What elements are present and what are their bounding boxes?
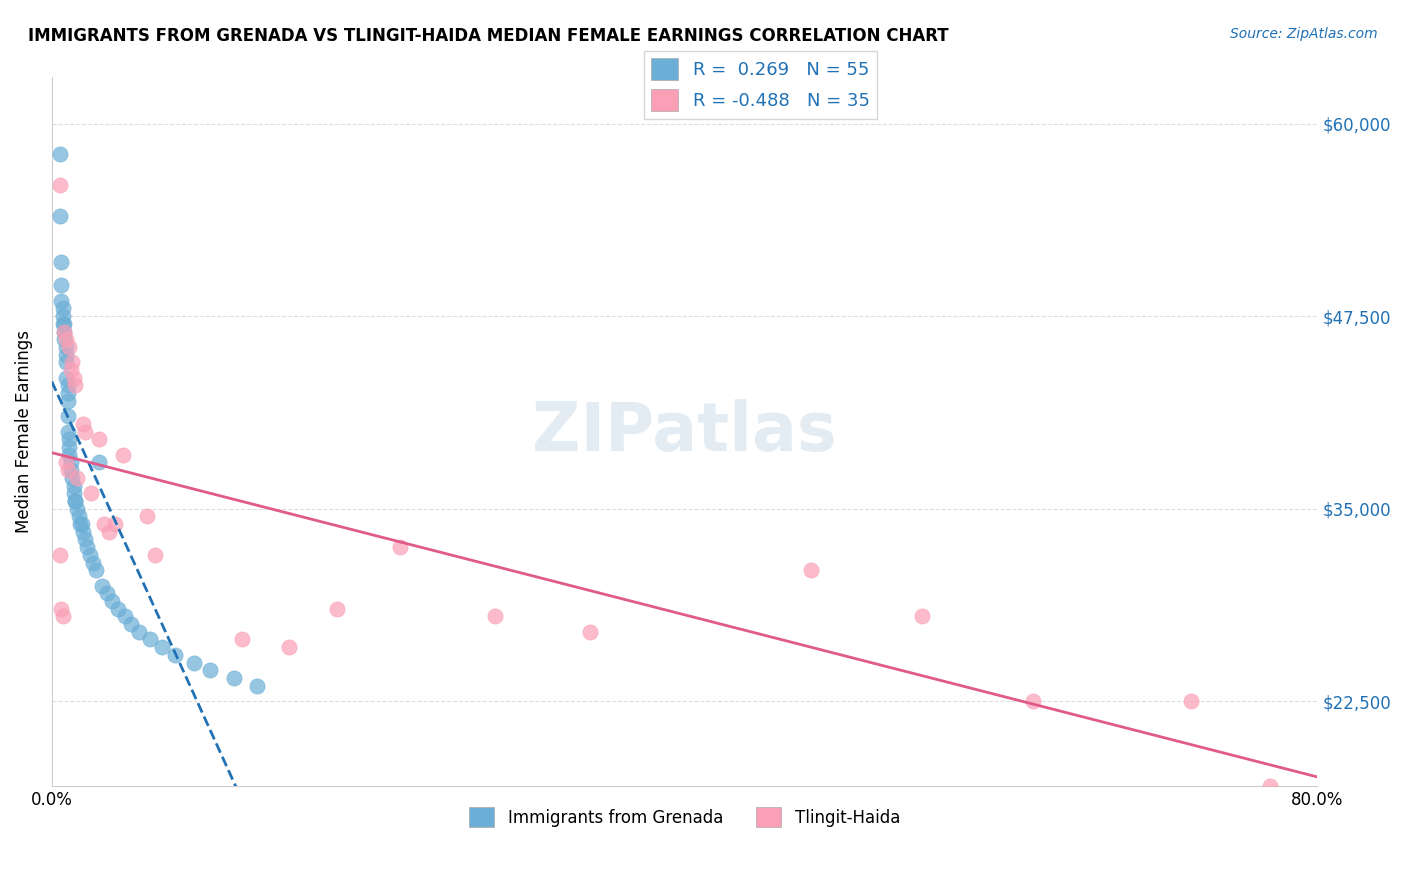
Point xyxy=(484,609,506,624)
Point xyxy=(72,524,94,539)
Point xyxy=(65,494,87,508)
Point xyxy=(84,563,107,577)
Point xyxy=(56,463,79,477)
Point xyxy=(69,516,91,531)
Point xyxy=(63,370,86,384)
Point xyxy=(67,509,90,524)
Point xyxy=(104,516,127,531)
Point xyxy=(911,609,934,624)
Point xyxy=(183,656,205,670)
Point xyxy=(56,386,79,401)
Point xyxy=(59,463,82,477)
Point xyxy=(246,679,269,693)
Point xyxy=(51,601,73,615)
Point xyxy=(51,293,73,308)
Point xyxy=(56,393,79,408)
Point xyxy=(65,378,87,392)
Point xyxy=(120,617,142,632)
Point xyxy=(91,579,114,593)
Point xyxy=(70,516,93,531)
Point xyxy=(128,624,150,639)
Point xyxy=(93,516,115,531)
Point xyxy=(55,332,77,346)
Point xyxy=(66,501,89,516)
Point xyxy=(63,486,86,500)
Point xyxy=(65,494,87,508)
Point xyxy=(73,533,96,547)
Point xyxy=(55,348,77,362)
Point xyxy=(58,433,80,447)
Point xyxy=(114,609,136,624)
Point xyxy=(231,632,253,647)
Point xyxy=(55,455,77,469)
Point xyxy=(58,340,80,354)
Point xyxy=(53,325,76,339)
Point xyxy=(1258,779,1281,793)
Point xyxy=(48,147,70,161)
Point xyxy=(53,325,76,339)
Point xyxy=(63,478,86,492)
Point xyxy=(73,425,96,439)
Point xyxy=(56,378,79,392)
Point xyxy=(107,601,129,615)
Point xyxy=(60,471,83,485)
Point xyxy=(89,455,111,469)
Point xyxy=(198,663,221,677)
Point xyxy=(222,671,245,685)
Point xyxy=(139,632,162,647)
Point xyxy=(59,455,82,469)
Point xyxy=(388,540,411,554)
Point xyxy=(72,417,94,431)
Point xyxy=(278,640,301,655)
Point xyxy=(97,524,120,539)
Point xyxy=(52,301,75,316)
Point xyxy=(55,340,77,354)
Point xyxy=(578,624,600,639)
Point xyxy=(56,409,79,424)
Point xyxy=(58,440,80,454)
Point xyxy=(82,556,104,570)
Legend: Immigrants from Grenada, Tlingit-Haida: Immigrants from Grenada, Tlingit-Haida xyxy=(463,800,907,834)
Point xyxy=(60,355,83,369)
Point xyxy=(56,425,79,439)
Point xyxy=(135,509,157,524)
Point xyxy=(52,317,75,331)
Point xyxy=(48,178,70,193)
Point xyxy=(53,332,76,346)
Point xyxy=(800,563,823,577)
Point xyxy=(66,471,89,485)
Point xyxy=(59,363,82,377)
Y-axis label: Median Female Earnings: Median Female Earnings xyxy=(15,330,32,533)
Point xyxy=(58,448,80,462)
Point xyxy=(1180,694,1202,708)
Text: IMMIGRANTS FROM GRENADA VS TLINGIT-HAIDA MEDIAN FEMALE EARNINGS CORRELATION CHAR: IMMIGRANTS FROM GRENADA VS TLINGIT-HAIDA… xyxy=(28,27,949,45)
Point xyxy=(51,278,73,293)
Point xyxy=(325,601,347,615)
Point xyxy=(48,209,70,223)
Point xyxy=(55,370,77,384)
Text: ZIPatlas: ZIPatlas xyxy=(533,399,837,465)
Point xyxy=(76,540,98,554)
Point xyxy=(1021,694,1043,708)
Point xyxy=(101,594,124,608)
Point xyxy=(52,309,75,323)
Point xyxy=(52,609,75,624)
Text: Source: ZipAtlas.com: Source: ZipAtlas.com xyxy=(1230,27,1378,41)
Point xyxy=(51,255,73,269)
Point xyxy=(143,548,166,562)
Point xyxy=(80,486,103,500)
Point xyxy=(53,317,76,331)
Point xyxy=(111,448,134,462)
Point xyxy=(96,586,118,600)
Point xyxy=(89,433,111,447)
Point xyxy=(48,548,70,562)
Point xyxy=(55,355,77,369)
Point xyxy=(165,648,187,662)
Point xyxy=(152,640,174,655)
Point xyxy=(79,548,101,562)
